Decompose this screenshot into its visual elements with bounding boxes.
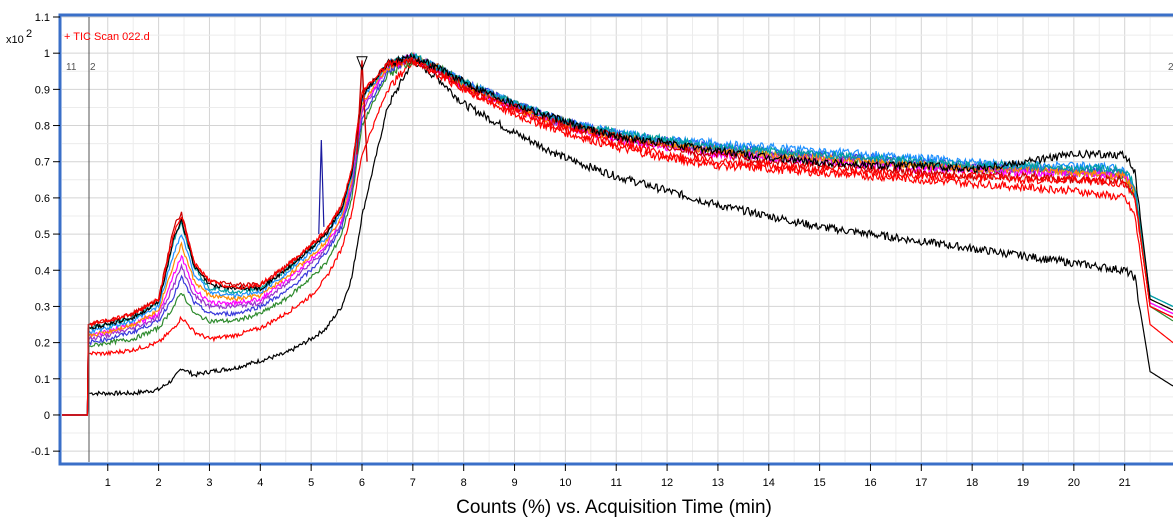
y-tick-label: 1 xyxy=(44,48,50,60)
x-tick-label: 5 xyxy=(308,477,314,489)
y-tick-label: 0.2 xyxy=(35,338,50,350)
series-line-1 xyxy=(62,59,1173,416)
y-tick-label: -0.1 xyxy=(31,446,50,458)
series-layer xyxy=(62,51,1173,416)
x-tick-label: 3 xyxy=(206,477,212,489)
x-tick-label: 16 xyxy=(864,477,876,489)
peak-marker-icon[interactable] xyxy=(356,56,368,71)
x-tick-label: 11 xyxy=(611,477,622,489)
marker-label: 2 xyxy=(90,62,96,73)
y-tick-label: 1.1 xyxy=(35,12,50,24)
y-axis: 1.1 1 0.9 0.8 0.7 0.6 0.5 0.4 0.3 0.2 0.1 0 -0.1 xyxy=(31,12,60,458)
x-tick-label: 7 xyxy=(410,477,416,489)
y-multiplier-exponent: 2 xyxy=(26,28,32,40)
chart-title: + TIC Scan 022.d xyxy=(64,31,150,43)
x-tick-label: 12 xyxy=(661,477,673,489)
x-tick-label: 10 xyxy=(559,477,571,489)
y-tick-label: 0.4 xyxy=(35,265,50,277)
marker-layer: 11 2 2 xyxy=(66,17,1173,462)
plot-frame[interactable] xyxy=(58,13,1173,466)
marker-label: 11 xyxy=(66,62,77,73)
x-tick-label: 1 xyxy=(105,477,111,489)
x-tick-label: 20 xyxy=(1068,477,1080,489)
x-tick-label: 15 xyxy=(813,477,825,489)
y-tick-label: 0.8 xyxy=(35,121,50,133)
x-tick-label: 13 xyxy=(712,477,724,489)
y-tick-label: 0.3 xyxy=(35,301,50,313)
y-tick-label: 0.5 xyxy=(35,229,50,241)
marker-label: 2 xyxy=(1168,62,1173,73)
series-line-11 xyxy=(62,52,1173,416)
x-tick-label: 14 xyxy=(763,477,775,489)
y-tick-label: 0.1 xyxy=(35,374,50,386)
y-tick-label: 0.9 xyxy=(35,84,50,96)
series-line-12 xyxy=(62,56,1173,416)
peak-line xyxy=(356,60,368,162)
x-tick-label: 18 xyxy=(966,477,978,489)
x-tick-label: 2 xyxy=(156,477,162,489)
x-tick-label: 21 xyxy=(1119,477,1131,489)
y-tick-label: 0.7 xyxy=(35,157,50,169)
spike-line xyxy=(318,139,325,235)
x-tick-label: 6 xyxy=(359,477,365,489)
x-tick-label: 4 xyxy=(257,477,263,489)
x-axis-title: Counts (%) vs. Acquisition Time (min) xyxy=(456,497,772,518)
series-line-9 xyxy=(62,51,1173,416)
x-tick-label: 19 xyxy=(1017,477,1029,489)
x-tick-label: 9 xyxy=(511,477,517,489)
x-axis: 1 2 3 4 5 6 7 8 9 10 11 12 13 14 15 16 17 18 19 20 21 xyxy=(105,464,1131,489)
y-tick-label: 0.6 xyxy=(35,193,50,205)
y-multiplier: x10 xyxy=(6,34,24,46)
x-tick-label: 17 xyxy=(915,477,927,489)
y-tick-label: 0 xyxy=(44,410,50,422)
x-tick-label: 8 xyxy=(461,477,467,489)
